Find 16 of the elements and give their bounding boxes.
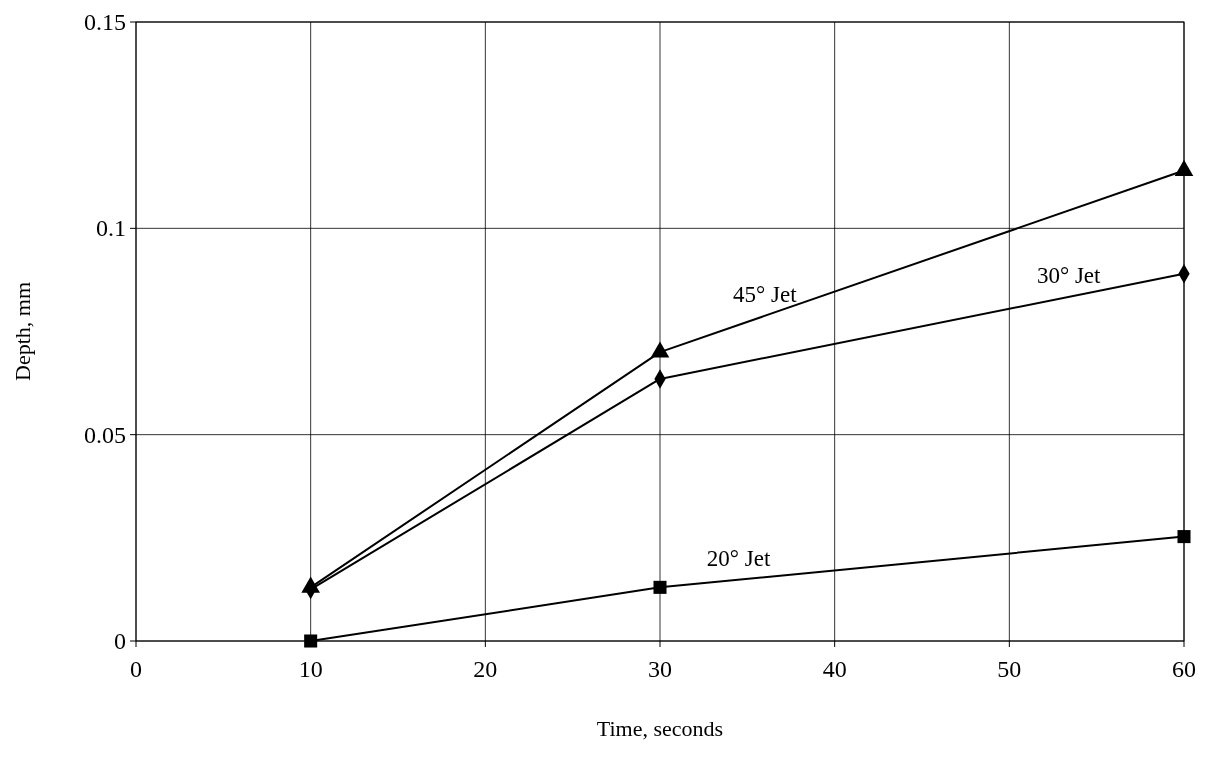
- x-tick-label: 50: [997, 656, 1022, 682]
- x-tick-label: 60: [1172, 656, 1196, 682]
- x-tick-label: 0: [130, 656, 142, 682]
- y-tick-label: 0: [114, 628, 126, 654]
- y-axis-title: Depth, mm: [10, 282, 35, 381]
- series-label: 20° Jet: [706, 545, 771, 571]
- x-tick-label: 20: [473, 656, 498, 682]
- y-tick-label: 0.15: [84, 9, 126, 35]
- x-tick-label: 40: [822, 656, 847, 682]
- series-label: 30° Jet: [1036, 262, 1102, 288]
- y-tick-label: 0.05: [84, 421, 126, 448]
- series-label: 45° Jet: [733, 281, 798, 307]
- x-axis-title: Time, seconds: [596, 716, 724, 741]
- x-tick-label: 10: [298, 656, 323, 682]
- y-tick-label: 0.1: [96, 215, 126, 242]
- x-tick-label: 30: [648, 656, 672, 682]
